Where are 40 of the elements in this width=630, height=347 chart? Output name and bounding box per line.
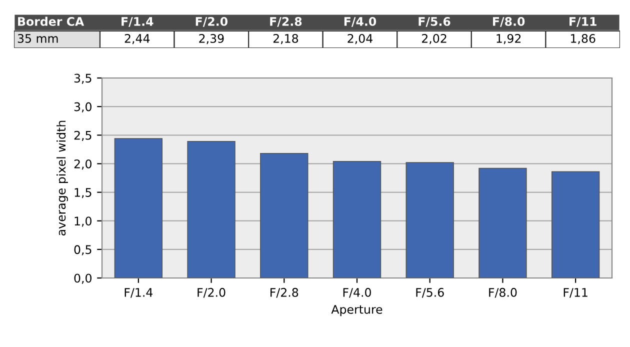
y-tick-label: 1,5 (74, 188, 92, 198)
data-label: 2,44 (124, 34, 150, 44)
data-label: 2,02 (422, 34, 446, 44)
category-label: F/2.8 (270, 16, 302, 27)
category-label: F/2.0 (196, 16, 228, 27)
y-tick-label: 0,0 (74, 274, 92, 284)
category-label: F/1.4 (122, 17, 154, 27)
y-tick-label: 1,0 (74, 216, 92, 227)
x-axis-title: Aperture (331, 305, 382, 316)
y-tick-label: 0,5 (74, 245, 92, 256)
data-label: 2,39 (199, 34, 224, 44)
bar (260, 153, 308, 278)
x-tick-label: F/5.6 (416, 288, 444, 298)
x-tick-label: F/8.0 (489, 288, 517, 298)
category-label: F/11 (570, 17, 596, 27)
y-tick-label: 2,5 (74, 130, 92, 141)
bar (551, 171, 600, 278)
y-tick-label: 2,0 (74, 159, 92, 170)
x-tick-label: F/11 (564, 288, 588, 298)
x-tick-label: F/2.0 (198, 288, 226, 298)
chart-title: Border CA (18, 16, 84, 26)
y-axis-title: average pixel width (56, 120, 68, 236)
data-label: 1,92 (496, 34, 521, 44)
x-tick-label: F/2.8 (270, 288, 298, 298)
bar (332, 161, 382, 278)
text: 35 mm (18, 34, 58, 43)
bar (406, 162, 454, 278)
y-tick-label: 3,5 (74, 74, 92, 84)
x-tick-label: F/1.4 (124, 288, 153, 298)
y-tick-label: 3,0 (74, 102, 92, 112)
data-label: 2,18 (273, 34, 298, 44)
x-tick-label: F/4.0 (343, 288, 371, 298)
category-label: F/5.6 (418, 17, 450, 27)
bar (187, 141, 236, 278)
data-label: 2,04 (348, 34, 372, 44)
category-label: F/8.0 (493, 16, 525, 27)
data-label: 1,86 (571, 34, 596, 44)
bar (114, 138, 163, 278)
bar (478, 168, 527, 278)
category-label: F/4.0 (344, 16, 376, 27)
